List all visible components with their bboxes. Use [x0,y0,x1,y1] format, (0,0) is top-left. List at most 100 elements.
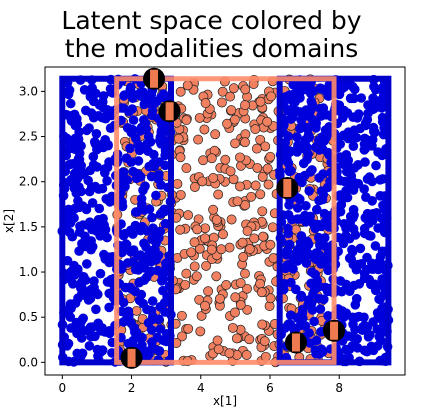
data-point [124,106,134,117]
data-point [160,218,171,229]
data-point [268,253,279,264]
data-point [286,166,296,176]
data-point [316,259,326,269]
data-point [294,214,305,224]
y-tick-label: 0.0 [19,355,38,369]
data-point [83,175,93,186]
data-point [292,147,302,157]
data-point [304,212,314,222]
data-point [183,323,194,334]
x-tick-label: 2 [128,381,136,395]
data-point [141,242,151,252]
data-point [177,331,187,342]
data-point [240,268,250,279]
data-point [255,96,266,107]
data-point [256,287,267,298]
data-point [76,283,86,293]
data-point [175,152,186,163]
data-point [224,348,235,359]
data-point [297,308,308,318]
data-point [220,154,231,165]
data-point [347,341,358,351]
data-point [240,84,251,95]
data-point [172,178,183,189]
y-tick-label: 3.0 [19,84,38,98]
data-point [230,292,241,303]
data-point [200,98,211,109]
data-point [102,176,112,186]
data-point [194,294,205,305]
data-point [65,98,76,109]
highlighted-point [120,346,143,369]
data-point [244,244,255,255]
data-point [301,201,311,211]
data-point [373,341,383,351]
data-point [127,88,137,98]
data-point [147,212,157,223]
data-point [348,204,359,215]
data-point [74,182,84,192]
data-point [346,282,357,293]
data-point [201,260,212,271]
data-point [249,233,260,244]
data-point [213,344,224,355]
data-point [310,345,321,356]
data-point [154,157,165,167]
data-point [84,341,95,351]
data-point [189,261,200,272]
data-point [117,247,127,258]
data-point [105,123,116,133]
data-point [91,129,102,139]
highlighted-point [143,67,166,90]
data-point [348,141,359,151]
data-point [144,93,154,103]
data-point [304,328,314,338]
data-point [296,84,306,94]
data-point [283,210,294,220]
data-point [231,333,242,344]
data-point [225,166,236,177]
data-point [281,152,292,162]
data-point [367,134,378,145]
data-point [147,110,157,121]
data-point [280,138,291,148]
data-point [341,308,352,319]
data-point [321,241,331,252]
data-point [191,271,202,282]
data-point [224,242,235,253]
data-point [217,86,228,97]
data-point [296,231,307,241]
data-point [85,91,96,102]
data-point [300,134,311,145]
data-point [155,324,166,334]
data-point [182,80,193,91]
data-point [215,293,225,304]
data-point [158,274,169,284]
data-point [258,231,269,242]
highlighted-point [323,319,346,342]
data-point [241,350,252,360]
data-point [142,226,152,236]
data-point [312,204,322,215]
data-point [225,91,236,102]
data-point [341,230,351,241]
data-point [160,150,170,161]
data-point [339,176,350,187]
data-point [235,181,245,192]
data-point [362,252,372,263]
data-point [100,135,110,145]
data-point [152,332,163,343]
data-point [244,334,255,345]
data-point [100,113,111,124]
data-point [367,262,377,272]
data-point [343,155,354,166]
data-point [370,241,381,251]
data-point [122,123,133,133]
data-point [257,319,268,330]
data-point [378,82,388,93]
data-point [186,247,197,258]
data-point [311,335,322,346]
data-point [208,173,219,183]
data-point [99,164,110,174]
data-point [154,233,164,243]
